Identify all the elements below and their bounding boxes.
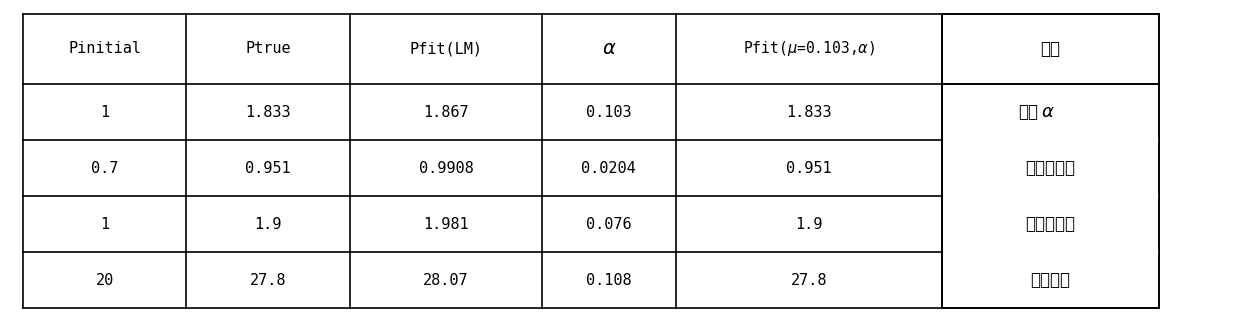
Text: 改变拟合参: 改变拟合参 <box>1025 215 1075 233</box>
Text: 0.9908: 0.9908 <box>419 161 474 176</box>
Text: 1.9: 1.9 <box>795 217 822 232</box>
Text: 0.951: 0.951 <box>786 161 832 176</box>
Text: 1.867: 1.867 <box>423 105 469 119</box>
Text: 数値的大: 数値的大 <box>1030 271 1070 289</box>
Text: 0.103: 0.103 <box>587 105 631 119</box>
Text: 备注: 备注 <box>1040 40 1060 58</box>
Text: $\alpha$: $\alpha$ <box>601 39 616 58</box>
Text: 的大小可以: 的大小可以 <box>1025 159 1075 177</box>
Text: Pinitial: Pinitial <box>68 41 141 56</box>
Bar <box>945 86 1157 138</box>
Text: 20: 20 <box>95 273 114 288</box>
Text: 1.833: 1.833 <box>786 105 832 119</box>
Text: 1.833: 1.833 <box>246 105 291 119</box>
Text: 0.0204: 0.0204 <box>582 161 636 176</box>
Text: 1.9: 1.9 <box>254 217 281 232</box>
Text: 调节: 调节 <box>1018 103 1038 121</box>
Text: Ptrue: Ptrue <box>246 41 291 56</box>
Text: 1.981: 1.981 <box>423 217 469 232</box>
Text: 0.108: 0.108 <box>587 273 631 288</box>
Text: 1: 1 <box>100 217 109 232</box>
Text: Pfit($\mu$=0.103,$\alpha$): Pfit($\mu$=0.103,$\alpha$) <box>743 39 875 58</box>
Text: 调节α: 调节α <box>1035 103 1066 121</box>
Text: $\alpha$: $\alpha$ <box>1040 103 1054 121</box>
Text: 0.076: 0.076 <box>587 217 631 232</box>
Text: Pfit(LM): Pfit(LM) <box>409 41 482 56</box>
Text: 28.07: 28.07 <box>423 273 469 288</box>
Text: 27.8: 27.8 <box>791 273 827 288</box>
Text: 1: 1 <box>100 105 109 119</box>
Text: 0.7: 0.7 <box>91 161 119 176</box>
Text: 27.8: 27.8 <box>250 273 286 288</box>
Text: 0.951: 0.951 <box>246 161 291 176</box>
